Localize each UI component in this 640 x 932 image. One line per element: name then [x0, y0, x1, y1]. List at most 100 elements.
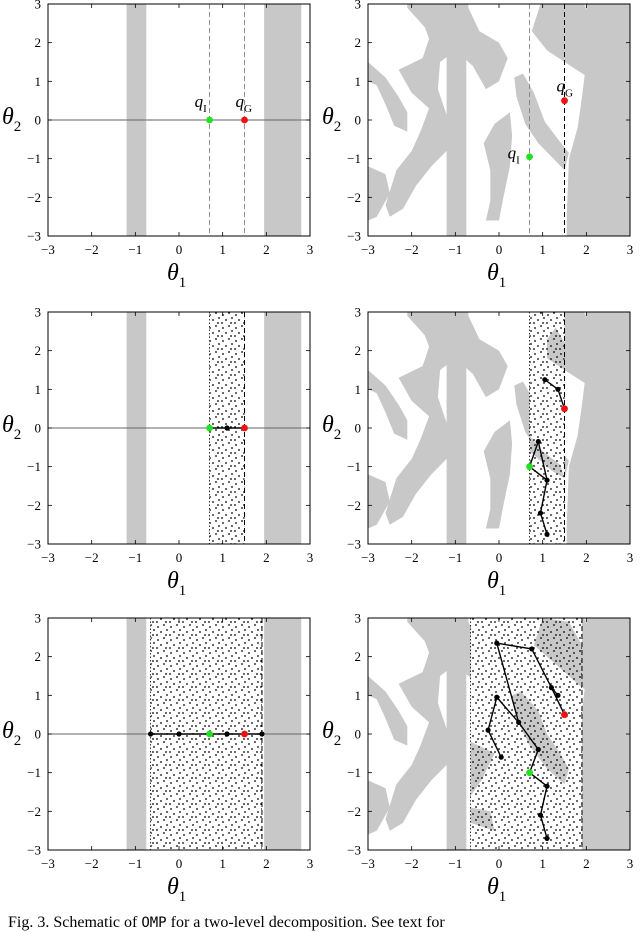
y-tick-label-6: 3	[35, 305, 42, 320]
x-tick-label-3: 0	[496, 856, 503, 871]
y-tick-label-2: −1	[347, 459, 361, 474]
y-tick-label-1: −2	[347, 190, 361, 205]
x-tick-label-2: −1	[448, 856, 462, 871]
panel-left-top: qI qG −3−3 −2 −2 −1 −1 0 0 1 1 2 2 3 3 θ1 θ2	[2, 0, 313, 291]
tree-edge-0	[528, 441, 539, 467]
y-tick-label-2: −1	[347, 765, 361, 780]
figure: qI qG−3−3−2−2−1−100112233θ1θ2qIqG−3−3−2−2…	[2, 0, 633, 906]
tree-node-3	[224, 731, 230, 737]
x-axis-label: θ1	[487, 568, 506, 599]
goal-point	[241, 424, 248, 432]
x-axis-label: θ1	[167, 260, 186, 291]
y-tick-label-4: 1	[35, 382, 42, 397]
obstacle-region-8	[599, 370, 630, 425]
x-tick-label-3: 0	[176, 242, 183, 257]
goal-point	[241, 116, 248, 124]
tree-node-3	[537, 510, 544, 516]
start-point	[206, 116, 213, 124]
x-tick-label-1: −2	[85, 856, 99, 871]
obstacle-region-9	[603, 749, 630, 796]
obstacle-region-1	[368, 166, 390, 221]
x-tick-label-1: −2	[85, 550, 99, 565]
obstacle-region-5	[514, 73, 569, 171]
y-axis-label: θ2	[322, 412, 341, 443]
plot-area	[368, 618, 630, 850]
x-tick-label-5: 2	[263, 242, 270, 257]
tree-node-10	[529, 646, 535, 652]
x-tick-label-3: 0	[496, 242, 503, 257]
qG-label: qG	[236, 92, 253, 115]
panel-right-bottom: −3−3 −2 −2 −1 −1 0 0 1 1 2 2 3 3 θ1 θ2	[322, 611, 633, 906]
x-tick-label-6: 3	[307, 242, 314, 257]
tree-edge-3	[539, 480, 548, 514]
x-tick-label-2: −1	[128, 856, 142, 871]
y-tick-label-5: 2	[355, 35, 362, 50]
goal-point	[241, 730, 248, 738]
obstacle-region-6	[531, 4, 596, 78]
obstacle-region-2	[385, 312, 508, 525]
start-point	[206, 730, 213, 738]
obstacle-region-3	[446, 4, 467, 236]
y-tick-label-2: −1	[347, 151, 361, 166]
x-tick-label-0: −3	[361, 856, 375, 871]
x-tick-label-5: 2	[583, 550, 590, 565]
tree-edge-1	[537, 441, 548, 481]
goal-point	[561, 97, 568, 105]
obstacle-region-1	[368, 780, 390, 835]
tree-edge-4	[518, 721, 539, 750]
tree-node-0	[148, 731, 154, 737]
y-tick-label-0: −3	[347, 537, 361, 552]
stippled-band	[529, 312, 565, 544]
obstacle-region-7	[566, 618, 630, 850]
caption-suffix: for a two-level decomposition. See text …	[166, 914, 445, 931]
y-tick-label-4: 1	[355, 74, 362, 89]
y-tick-label-0: −3	[347, 229, 361, 244]
tree-node-4	[535, 746, 541, 753]
start-point	[526, 769, 533, 777]
tree-node-2	[537, 812, 544, 818]
panel-left-bottom: −3−3 −2 −2 −1 −1 0 0 1 1 2 2 3 3 θ1 θ2	[2, 611, 313, 906]
x-tick-label-0: −3	[361, 242, 375, 257]
tree-node-6	[555, 386, 561, 392]
y-tick-label-6: 3	[355, 611, 362, 626]
tree-edge-10	[531, 648, 553, 688]
x-tick-label-1: −2	[405, 242, 419, 257]
tree-edge-1	[539, 786, 548, 816]
obstacle-region-9	[603, 135, 630, 182]
tree-edge-11	[550, 687, 566, 715]
x-tick-label-6: 3	[307, 550, 314, 565]
obstacle-region-4	[483, 420, 513, 529]
y-tick-label-6: 3	[355, 305, 362, 320]
y-tick-label-3: 0	[355, 113, 362, 128]
x-tick-label-6: 3	[627, 856, 634, 871]
tree-edge-5	[544, 379, 559, 390]
start-point	[526, 153, 533, 161]
y-axis-label: θ2	[2, 412, 21, 443]
tree-node-5	[516, 719, 522, 726]
y-tick-label-4: 1	[35, 74, 42, 89]
plot-area	[48, 312, 310, 544]
y-tick-label-6: 3	[355, 0, 362, 12]
x-tick-label-2: −1	[448, 550, 462, 565]
tree-node-6	[494, 694, 500, 700]
y-tick-label-6: 3	[35, 0, 42, 12]
tree-node-1	[544, 783, 550, 789]
x-tick-label-5: 2	[263, 550, 270, 565]
y-tick-label-1: −2	[347, 498, 361, 513]
tree-edge-2	[539, 815, 548, 839]
tree-node-1	[535, 438, 541, 445]
y-tick-label-3: 0	[355, 727, 362, 742]
tree-node-3	[544, 835, 550, 842]
panel-right-middle: −3−3 −2 −2 −1 −1 0 0 1 1 2 2 3 3 θ1 θ2	[322, 305, 633, 600]
obstacle-region-0	[368, 370, 408, 440]
x-tick-label-4: 1	[539, 242, 546, 257]
y-tick-label-1: −2	[27, 804, 41, 819]
x-tick-label-4: 1	[539, 856, 546, 871]
plot-area	[48, 4, 310, 236]
tree-edge-7	[487, 729, 502, 758]
obstacle-region-4	[483, 112, 513, 221]
start-point	[206, 424, 213, 432]
x-tick-label-3: 0	[176, 856, 183, 871]
x-tick-label-4: 1	[219, 242, 226, 257]
tree-node-13	[555, 692, 561, 698]
